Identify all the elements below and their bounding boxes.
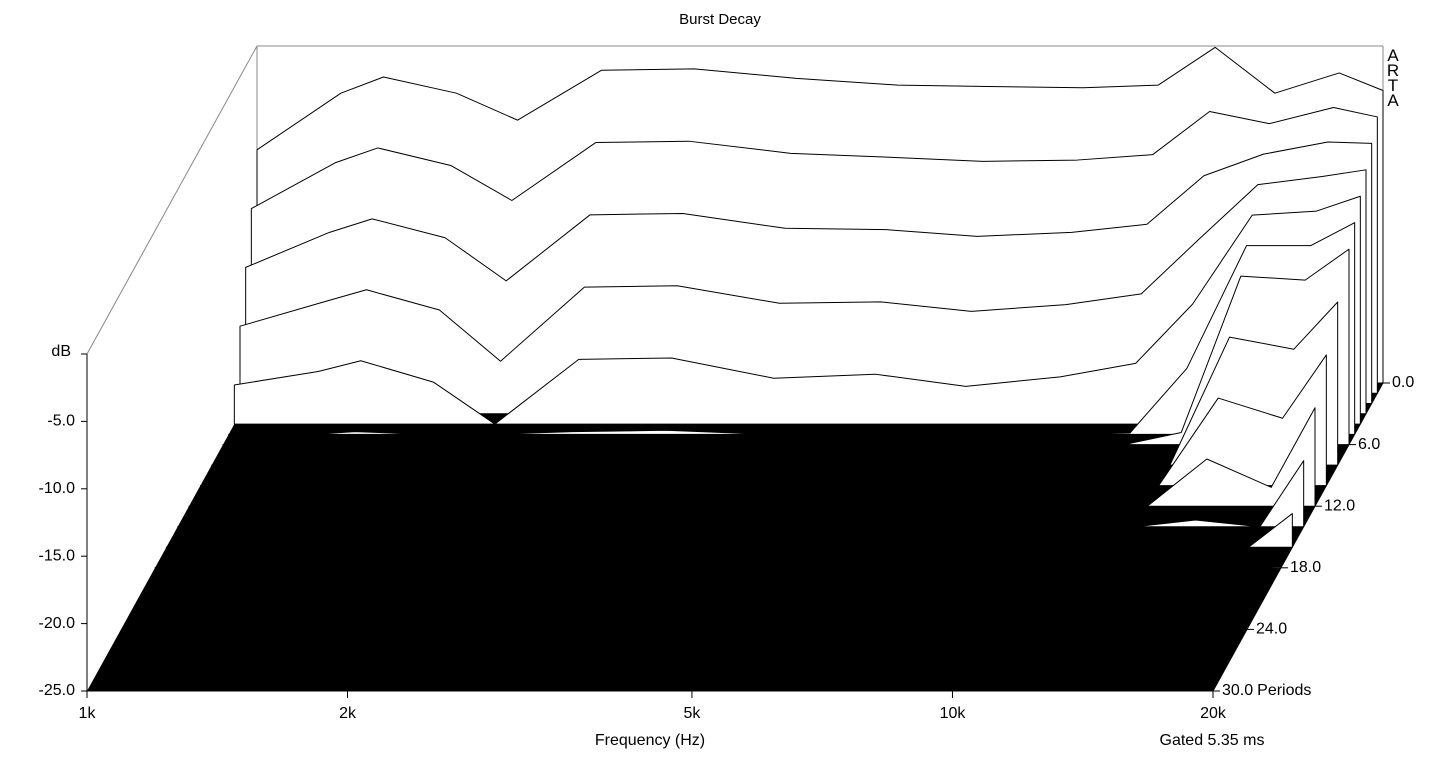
slice [177,460,1305,528]
brand-mark: ARTA [1384,46,1403,106]
annotation: Gated 5.35 ms [1160,732,1265,749]
x-tick-label: 10k [940,705,967,722]
y-tick-label: -10.0 [39,480,76,497]
y-tick-label: -25.0 [39,682,76,699]
z-tick-label: 30.0 [1222,682,1253,699]
floor-layer [87,383,1383,691]
y-axis-label: dB [51,343,71,360]
frame-line [86,45,258,355]
z-tick-label: 6.0 [1358,436,1380,453]
z-tick-label: 24.0 [1256,621,1287,638]
z-tick-label: 12.0 [1324,497,1355,514]
slice [239,169,1367,415]
z-tick-label: 18.0 [1290,559,1321,576]
x-tick-label: 20k [1200,705,1227,722]
floor [87,383,1383,691]
axis-layer: dB -5.0 -10.0 -15.0 -20.0 -25.01k 2k 5k 10k 20k 0.… [39,343,1415,722]
chart-title: Burst Decay [679,11,761,28]
z-tick-label: 0.0 [1392,374,1414,391]
x-tick-label: 5k [683,705,701,722]
slice [188,407,1316,507]
z-axis-line [1212,382,1384,692]
slice [154,565,1282,569]
y-tick-label: -15.0 [39,547,76,564]
y-tick-label: -5.0 [47,413,75,430]
x-tick-label: 1k [79,705,97,722]
slice-layer [154,46,1384,569]
x-tick-label: 2k [339,705,357,722]
z-axis-label: Periods [1257,682,1311,699]
x-axis-label: Frequency (Hz) [595,732,705,749]
y-tick-label: -20.0 [39,615,76,632]
slice [165,513,1293,548]
